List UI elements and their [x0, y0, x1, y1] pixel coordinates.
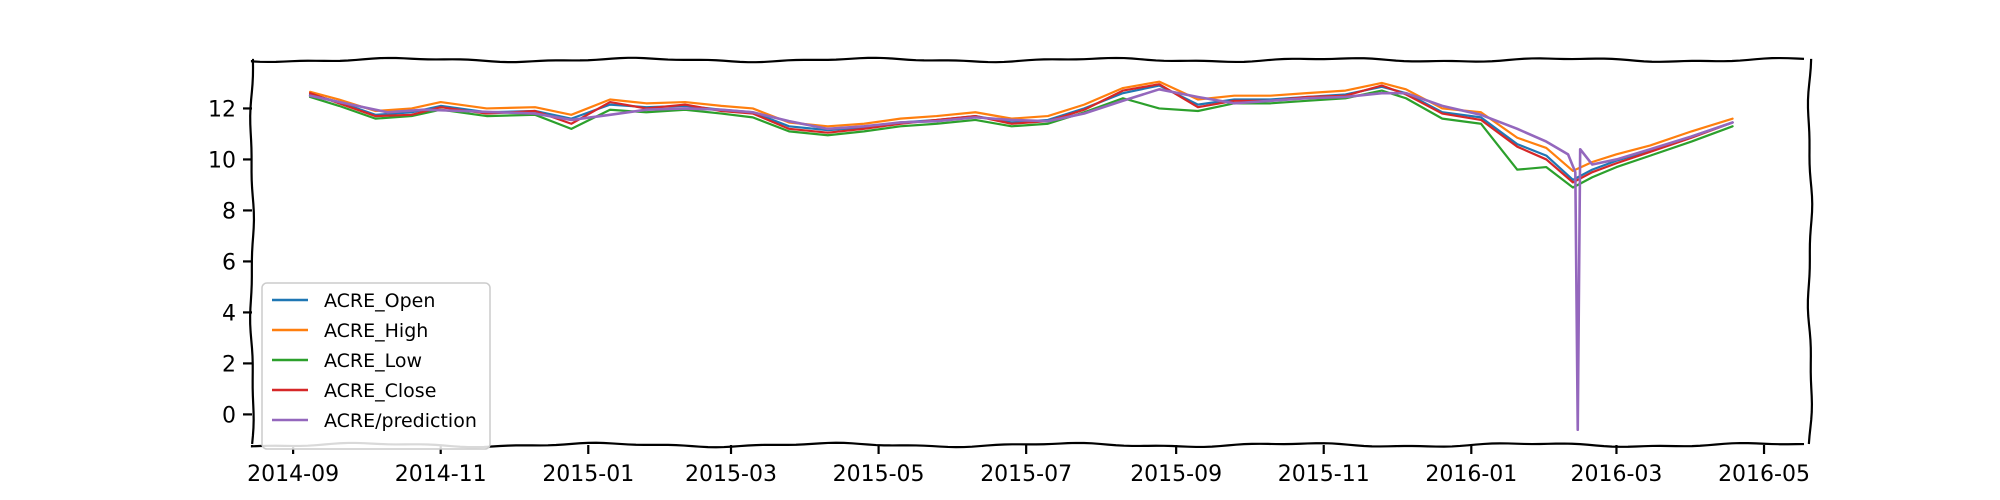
y-tick-label: 6 [222, 250, 236, 275]
x-tick-label: 2015-03 [685, 462, 777, 487]
y-axis: 0 2 4 6 8 10 12 [208, 97, 252, 428]
series-line-acre-low [308, 89, 1734, 189]
y-tick-label: 4 [222, 301, 236, 326]
frame-top [250, 56, 1805, 64]
x-tick-label: 2014-11 [395, 462, 487, 487]
legend-label: ACRE_Close [324, 380, 436, 402]
series-line-acre-prediction [308, 88, 1734, 431]
legend-label: ACRE_Open [324, 290, 435, 312]
y-tick-label: 12 [208, 97, 236, 122]
plot-frame [249, 56, 1814, 449]
y-tick-label: 10 [208, 148, 236, 173]
x-tick-label: 2015-01 [542, 462, 634, 487]
y-tick-label: 2 [222, 352, 236, 377]
legend-label: ACRE/prediction [324, 410, 477, 432]
x-tick-label: 2016-05 [1718, 462, 1810, 487]
legend-label: ACRE_High [324, 320, 428, 342]
series-line-acre-high [308, 80, 1734, 173]
legend-label: ACRE_Low [324, 350, 422, 372]
y-tick-label: 0 [222, 403, 236, 428]
x-tick-label: 2015-09 [1130, 462, 1222, 487]
frame-right [1806, 58, 1814, 445]
legend: ACRE_Open ACRE_High ACRE_Low ACRE_Close ACRE… [261, 282, 491, 450]
frame-bottom [250, 441, 1805, 449]
x-tick-label: 2016-03 [1570, 462, 1662, 487]
x-tick-label: 2016-01 [1425, 462, 1517, 487]
series-layer [308, 80, 1734, 431]
series-line-acre-close [308, 83, 1734, 184]
series-line-acre-open [308, 84, 1734, 181]
x-tick-label: 2015-11 [1278, 462, 1370, 487]
x-tick-label: 2015-07 [980, 462, 1072, 487]
y-tick-label: 8 [222, 199, 236, 224]
x-tick-label: 2014-09 [247, 462, 339, 487]
legend-box [261, 282, 491, 450]
x-axis: 2014-09 2014-11 2015-01 2015-03 2015-05 2015-… [247, 445, 1810, 487]
x-tick-label: 2015-05 [833, 462, 925, 487]
frame-left [249, 58, 256, 445]
